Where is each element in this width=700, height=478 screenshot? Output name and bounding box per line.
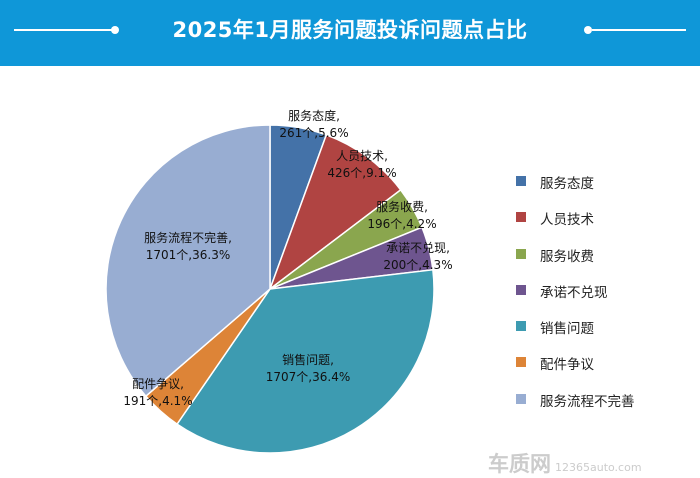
legend-label: 配件争议 bbox=[540, 357, 594, 374]
legend-swatch bbox=[516, 321, 526, 332]
slice-data-label: 配件争议, bbox=[132, 377, 184, 391]
slice-data-label: 200个,4.3% bbox=[383, 258, 452, 272]
legend-label: 服务流程不完善 bbox=[540, 393, 635, 410]
watermark-site: 12365auto.com bbox=[555, 461, 642, 474]
slice-data-label: 人员技术, bbox=[336, 149, 388, 163]
watermark: 车质网 12365auto.com bbox=[488, 448, 642, 478]
title-dot-left bbox=[111, 26, 119, 34]
legend-label: 服务收费 bbox=[540, 248, 594, 265]
slice-data-label: 服务收费, bbox=[376, 199, 428, 214]
title-rule-right bbox=[592, 29, 686, 31]
title-rule-left bbox=[14, 29, 112, 31]
pie-slice bbox=[105, 124, 271, 398]
title-dot-right bbox=[584, 26, 592, 34]
slice-data-label: 1701个,36.3% bbox=[146, 248, 230, 262]
slice-data-label: 261个,5.6% bbox=[279, 126, 348, 140]
title-banner: 2025年1月服务问题投诉问题点占比 bbox=[0, 0, 700, 66]
pie-chart-area: 服务态度, 261个,5.6% 人员技术, 426个,9.1% 服务收费, 196个,4.… bbox=[0, 66, 700, 467]
slice-data-label: 服务态度, bbox=[288, 108, 340, 123]
slice-data-label: 承诺不兑现, bbox=[386, 241, 450, 255]
slice-data-label: 426个,9.1% bbox=[327, 166, 396, 180]
legend-swatch bbox=[516, 357, 526, 368]
slice-data-label: 196个,4.2% bbox=[367, 217, 436, 231]
slice-data-label: 191个,4.1% bbox=[123, 394, 192, 408]
legend-swatch bbox=[516, 393, 526, 404]
legend-label: 承诺不兑现 bbox=[540, 284, 608, 301]
legend-swatch bbox=[516, 284, 526, 295]
pie-chart: 服务态度, 261个,5.6% 人员技术, 426个,9.1% 服务收费, 196个,4.… bbox=[105, 108, 453, 454]
slice-data-label: 1707个,36.4% bbox=[266, 370, 350, 384]
slice-data-label: 服务流程不完善, bbox=[144, 230, 232, 245]
legend-swatch bbox=[516, 176, 526, 186]
watermark-logo: 车质网 bbox=[488, 452, 551, 476]
legend-label: 服务态度 bbox=[540, 176, 594, 192]
legend-label: 人员技术 bbox=[540, 212, 594, 229]
legend-swatch bbox=[516, 212, 526, 223]
legend-swatch bbox=[516, 248, 526, 259]
pie-slice bbox=[268, 133, 402, 292]
legend-label: 销售问题 bbox=[540, 321, 594, 338]
pie-slice bbox=[176, 268, 435, 454]
slice-data-label: 销售问题, bbox=[282, 352, 334, 367]
chart-title: 2025年1月服务问题投诉问题点占比 bbox=[172, 18, 528, 42]
